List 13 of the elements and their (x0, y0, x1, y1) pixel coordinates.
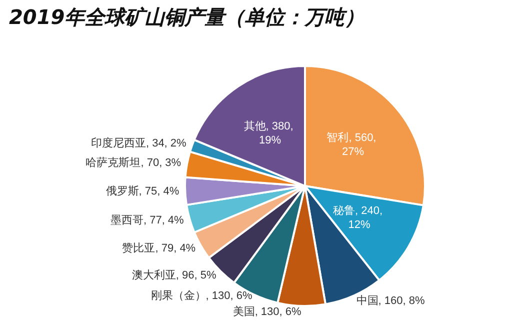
slice-label: 其他, 380, 19% (244, 120, 296, 147)
slice-label: 墨西哥, 77, 4% (110, 214, 184, 227)
slice-label: 俄罗斯, 75, 4% (106, 184, 180, 198)
slice-label: 刚果（金）, 130, 6% (150, 290, 253, 302)
slice-label: 哈萨克斯坦, 70, 3% (86, 156, 182, 170)
chart-title: 2019年全球矿山铜产量（单位：万吨） (9, 5, 365, 29)
slice-label: 智利, 560, 27% (326, 131, 380, 158)
slice-label: 秘鲁, 240, 12% (332, 205, 386, 232)
slice-label: 澳大利亚, 96, 5% (132, 268, 217, 282)
slice-label: 美国, 130, 6% (232, 304, 302, 318)
slice-label: 印度尼西亚, 34, 2% (90, 136, 187, 150)
slice-label: 中国, 160, 8% (356, 294, 425, 308)
slice-label: 赞比亚, 79, 4% (122, 241, 196, 254)
